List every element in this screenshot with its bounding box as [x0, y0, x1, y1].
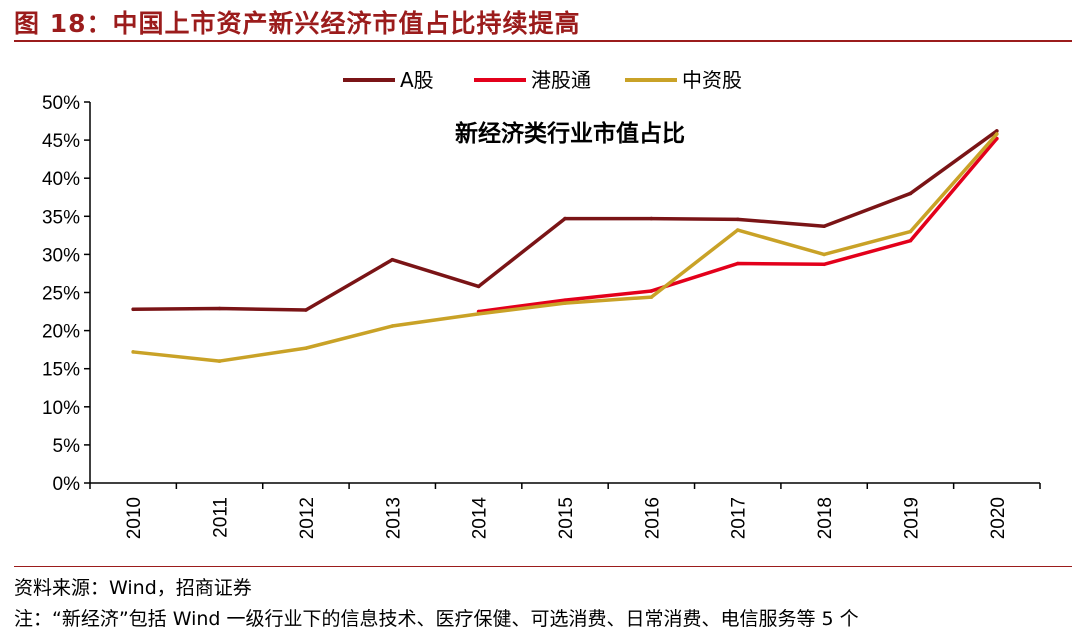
data-point [995, 132, 999, 136]
y-tick-label: 30% [42, 245, 80, 266]
title-divider [14, 40, 1072, 42]
data-point [735, 217, 740, 222]
data-point [131, 350, 135, 354]
data-point [304, 346, 308, 350]
y-tick-label: 35% [42, 207, 80, 228]
x-tick-label: 2017 [729, 497, 750, 539]
data-point [304, 308, 308, 312]
data-point [390, 257, 395, 262]
series-layer [131, 129, 999, 363]
footer-divider [14, 566, 1072, 567]
data-point [649, 289, 654, 293]
legend: A股 港股通 中资股 [343, 68, 742, 92]
data-point [390, 324, 395, 328]
y-tick-label: 10% [42, 398, 80, 419]
data-point [563, 298, 567, 302]
x-tick-label: 2014 [470, 497, 491, 540]
y-tick-label: 5% [53, 436, 81, 457]
y-tick-label: 45% [42, 131, 80, 152]
data-point [563, 301, 567, 305]
figure-title: 图 18：中国上市资产新兴经济市值占比持续提高 [14, 9, 581, 38]
data-point [563, 216, 567, 221]
data-point [476, 312, 481, 316]
data-point [649, 216, 654, 221]
x-tick-label: 2015 [556, 497, 577, 539]
series-line [131, 129, 999, 312]
data-point [217, 306, 222, 311]
axes: 0% 5% 10% 15% 20% 25% 30% 35% 40% 45% 50% 2010 2011 2… [42, 93, 1041, 540]
data-point [908, 229, 913, 234]
data-point [995, 136, 999, 141]
y-tick-label: 15% [42, 360, 80, 381]
x-tick-label: 2020 [988, 497, 1009, 539]
y-tick-label: 50% [42, 93, 80, 114]
data-point [908, 191, 913, 196]
data-point [649, 295, 654, 299]
legend-label: A股 [400, 68, 434, 92]
y-tick-label: 20% [42, 322, 80, 343]
data-point [735, 261, 740, 266]
x-tick-label: 2018 [815, 497, 836, 539]
source-text: 资料来源：Wind，招商证券 [14, 577, 252, 599]
y-tick-label: 25% [42, 284, 80, 305]
data-point [476, 284, 481, 289]
data-point [822, 262, 826, 267]
y-tick-label: 0% [53, 474, 81, 495]
legend-label: 中资股 [682, 68, 742, 92]
x-tick-label: 2012 [297, 497, 318, 539]
x-tick-label: 2011 [211, 497, 232, 538]
data-point [217, 359, 222, 363]
series-line [131, 132, 999, 363]
legend-label: 港股通 [531, 68, 591, 92]
data-point [735, 228, 740, 232]
x-tick-label: 2016 [642, 497, 663, 539]
x-tick-label: 2019 [901, 497, 922, 539]
x-tick-label: 2010 [124, 497, 145, 539]
data-point [822, 252, 826, 257]
data-point [995, 129, 999, 133]
data-point [822, 224, 826, 229]
data-point [131, 307, 135, 312]
data-point [908, 238, 913, 243]
chart-title: 新经济类行业市值占比 [455, 120, 685, 147]
x-tick-label: 2013 [383, 497, 404, 539]
note-text: 注：“新经济”包括 Wind 一级行业下的信息技术、医疗保健、可选消费、日常消费… [14, 608, 859, 630]
line-chart: A股 港股通 中资股 新经济类行业市值占比 0% 5% 10% 15% 20% 25% 30% 3… [42, 68, 1041, 540]
y-tick-label: 40% [42, 169, 80, 190]
